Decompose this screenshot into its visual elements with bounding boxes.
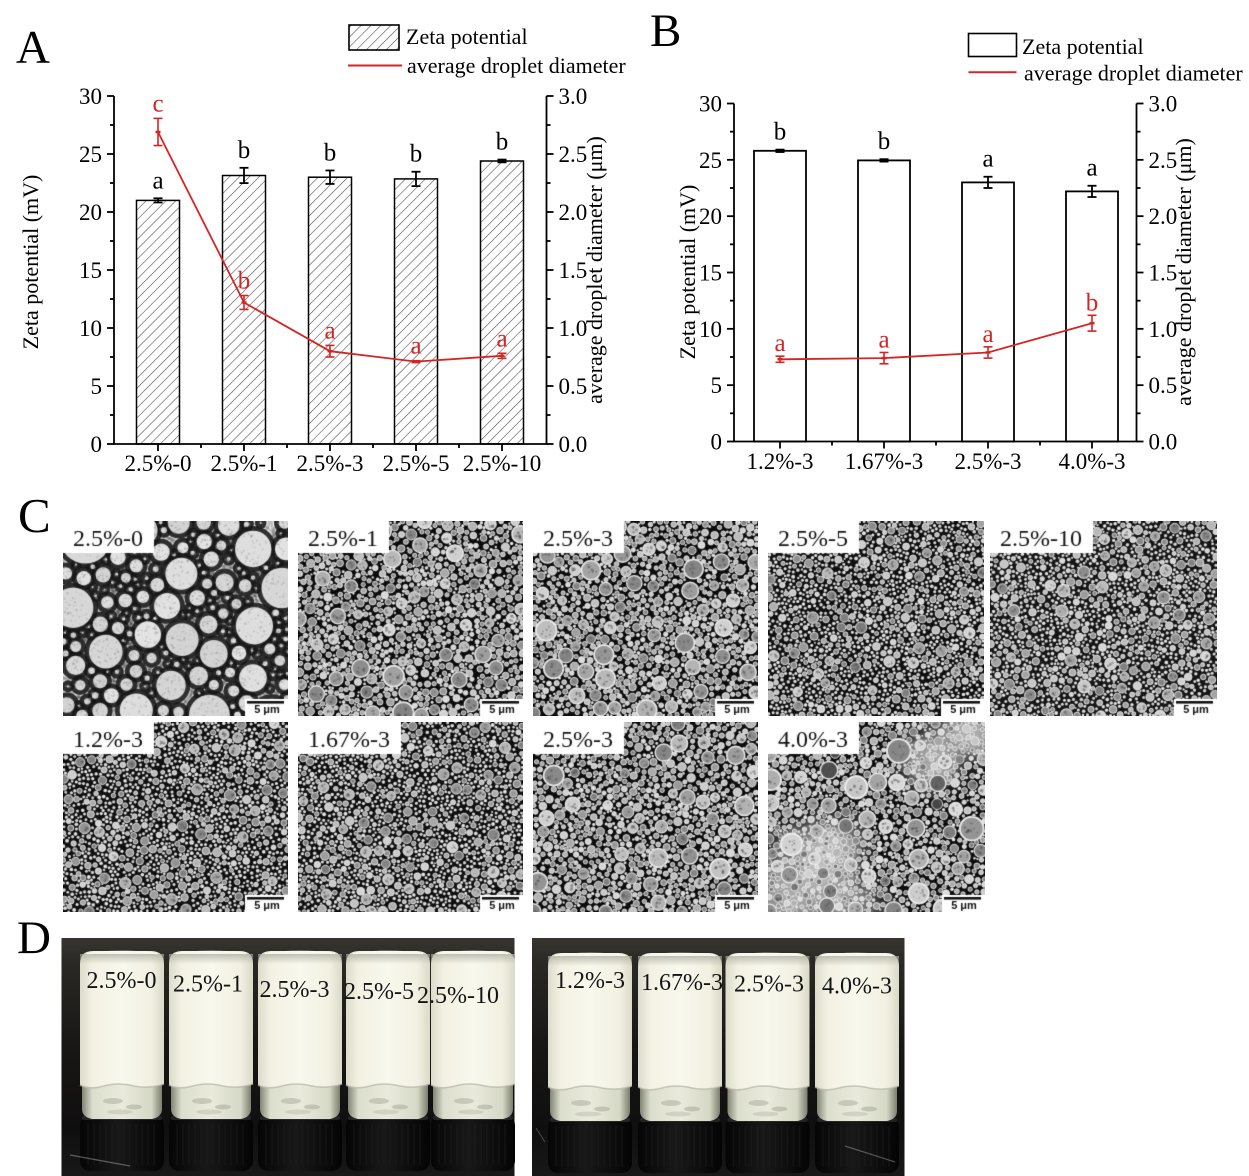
svg-text:1.5: 1.5 (559, 258, 588, 283)
svg-text:2.5%-1: 2.5%-1 (210, 451, 277, 476)
svg-text:average droplet diameter: average droplet diameter (407, 53, 626, 78)
svg-text:Zeta potential (mV): Zeta potential (mV) (675, 185, 700, 360)
svg-text:1.0: 1.0 (559, 316, 588, 341)
svg-text:20: 20 (79, 200, 102, 225)
svg-text:Zeta potential: Zeta potential (1022, 34, 1144, 59)
svg-text:2.5%-3: 2.5%-3 (260, 977, 330, 1003)
svg-text:2.5%-3: 2.5%-3 (734, 972, 804, 998)
svg-text:10: 10 (699, 317, 722, 342)
svg-text:b: b (238, 268, 251, 295)
svg-text:C: C (18, 488, 51, 543)
svg-text:a: a (410, 333, 421, 360)
svg-text:15: 15 (699, 261, 722, 286)
svg-text:4.0%-3: 4.0%-3 (822, 974, 892, 1000)
svg-text:2.5%-3: 2.5%-3 (954, 449, 1021, 474)
svg-text:0.0: 0.0 (1149, 430, 1178, 455)
svg-text:B: B (650, 5, 681, 57)
svg-text:1.0: 1.0 (1149, 317, 1178, 342)
svg-text:5: 5 (91, 374, 103, 399)
svg-text:a: a (774, 330, 785, 357)
svg-text:3.0: 3.0 (559, 84, 588, 109)
svg-text:2.5%-0: 2.5%-0 (87, 968, 157, 994)
svg-text:2.0: 2.0 (1149, 204, 1178, 229)
svg-text:average droplet diameter (μm): average droplet diameter (μm) (1171, 138, 1196, 406)
svg-text:0: 0 (91, 432, 103, 457)
svg-text:2.5%-1: 2.5%-1 (173, 972, 243, 998)
svg-text:3.0: 3.0 (1149, 92, 1178, 117)
svg-text:2.5%-5: 2.5%-5 (382, 451, 449, 476)
svg-text:a: a (878, 326, 889, 353)
svg-text:a: a (152, 167, 163, 194)
svg-text:1.67%-3: 1.67%-3 (845, 449, 924, 474)
svg-text:b: b (1086, 289, 1099, 316)
svg-text:2.5%-3: 2.5%-3 (296, 451, 363, 476)
svg-text:Zeta potential: Zeta potential (406, 24, 528, 49)
svg-text:b: b (774, 119, 787, 146)
svg-text:Zeta potential (mV): Zeta potential (mV) (18, 175, 43, 350)
svg-text:a: a (982, 321, 993, 348)
svg-text:1.5: 1.5 (1149, 261, 1178, 286)
svg-text:2.5: 2.5 (1149, 148, 1178, 173)
svg-text:D: D (17, 912, 51, 964)
svg-text:20: 20 (699, 204, 722, 229)
svg-text:30: 30 (699, 92, 722, 117)
svg-text:2.5%-10: 2.5%-10 (463, 451, 542, 476)
svg-text:b: b (324, 139, 337, 166)
svg-text:30: 30 (79, 84, 102, 109)
svg-text:a: a (496, 325, 507, 352)
svg-text:b: b (878, 128, 891, 155)
svg-text:2.5%-10: 2.5%-10 (417, 983, 499, 1009)
svg-text:0: 0 (711, 430, 723, 455)
svg-text:a: a (324, 317, 335, 344)
svg-text:b: b (238, 137, 251, 164)
svg-text:25: 25 (699, 148, 722, 173)
svg-text:2.5: 2.5 (559, 142, 588, 167)
svg-text:A: A (16, 22, 50, 74)
svg-text:0.5: 0.5 (1149, 373, 1178, 398)
svg-text:0.0: 0.0 (559, 432, 588, 457)
svg-text:25: 25 (79, 142, 102, 167)
svg-text:1.2%-3: 1.2%-3 (746, 449, 813, 474)
svg-text:4.0%-3: 4.0%-3 (1058, 449, 1125, 474)
svg-text:a: a (982, 146, 993, 173)
svg-text:2.5%-0: 2.5%-0 (124, 451, 191, 476)
svg-text:2.5%-5: 2.5%-5 (344, 979, 414, 1005)
svg-text:average droplet diameter: average droplet diameter (1024, 61, 1243, 86)
svg-text:a: a (1086, 155, 1097, 182)
svg-text:b: b (496, 129, 509, 156)
svg-text:average droplet diameter (μm): average droplet diameter (μm) (582, 136, 607, 404)
svg-text:2.0: 2.0 (559, 200, 588, 225)
svg-text:5: 5 (711, 373, 723, 398)
svg-text:b: b (410, 141, 423, 168)
svg-text:1.67%-3: 1.67%-3 (641, 970, 723, 996)
svg-text:1.2%-3: 1.2%-3 (555, 968, 625, 994)
svg-text:15: 15 (79, 258, 102, 283)
svg-text:c: c (152, 90, 163, 117)
svg-text:0.5: 0.5 (559, 374, 588, 399)
svg-text:10: 10 (79, 316, 102, 341)
